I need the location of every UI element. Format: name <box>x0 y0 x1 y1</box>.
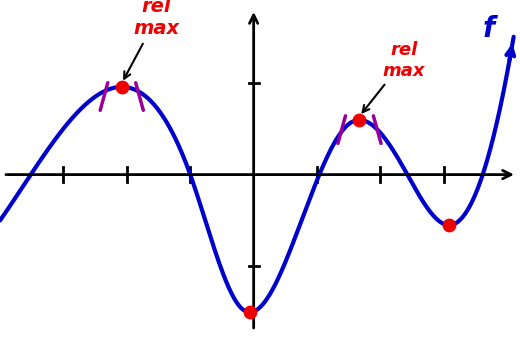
Text: rel
max: rel max <box>124 0 180 79</box>
Point <box>355 117 363 123</box>
Point <box>246 309 254 315</box>
Point <box>118 84 126 90</box>
Text: f: f <box>482 15 495 43</box>
Point <box>445 222 453 228</box>
Text: rel
max: rel max <box>362 41 425 112</box>
